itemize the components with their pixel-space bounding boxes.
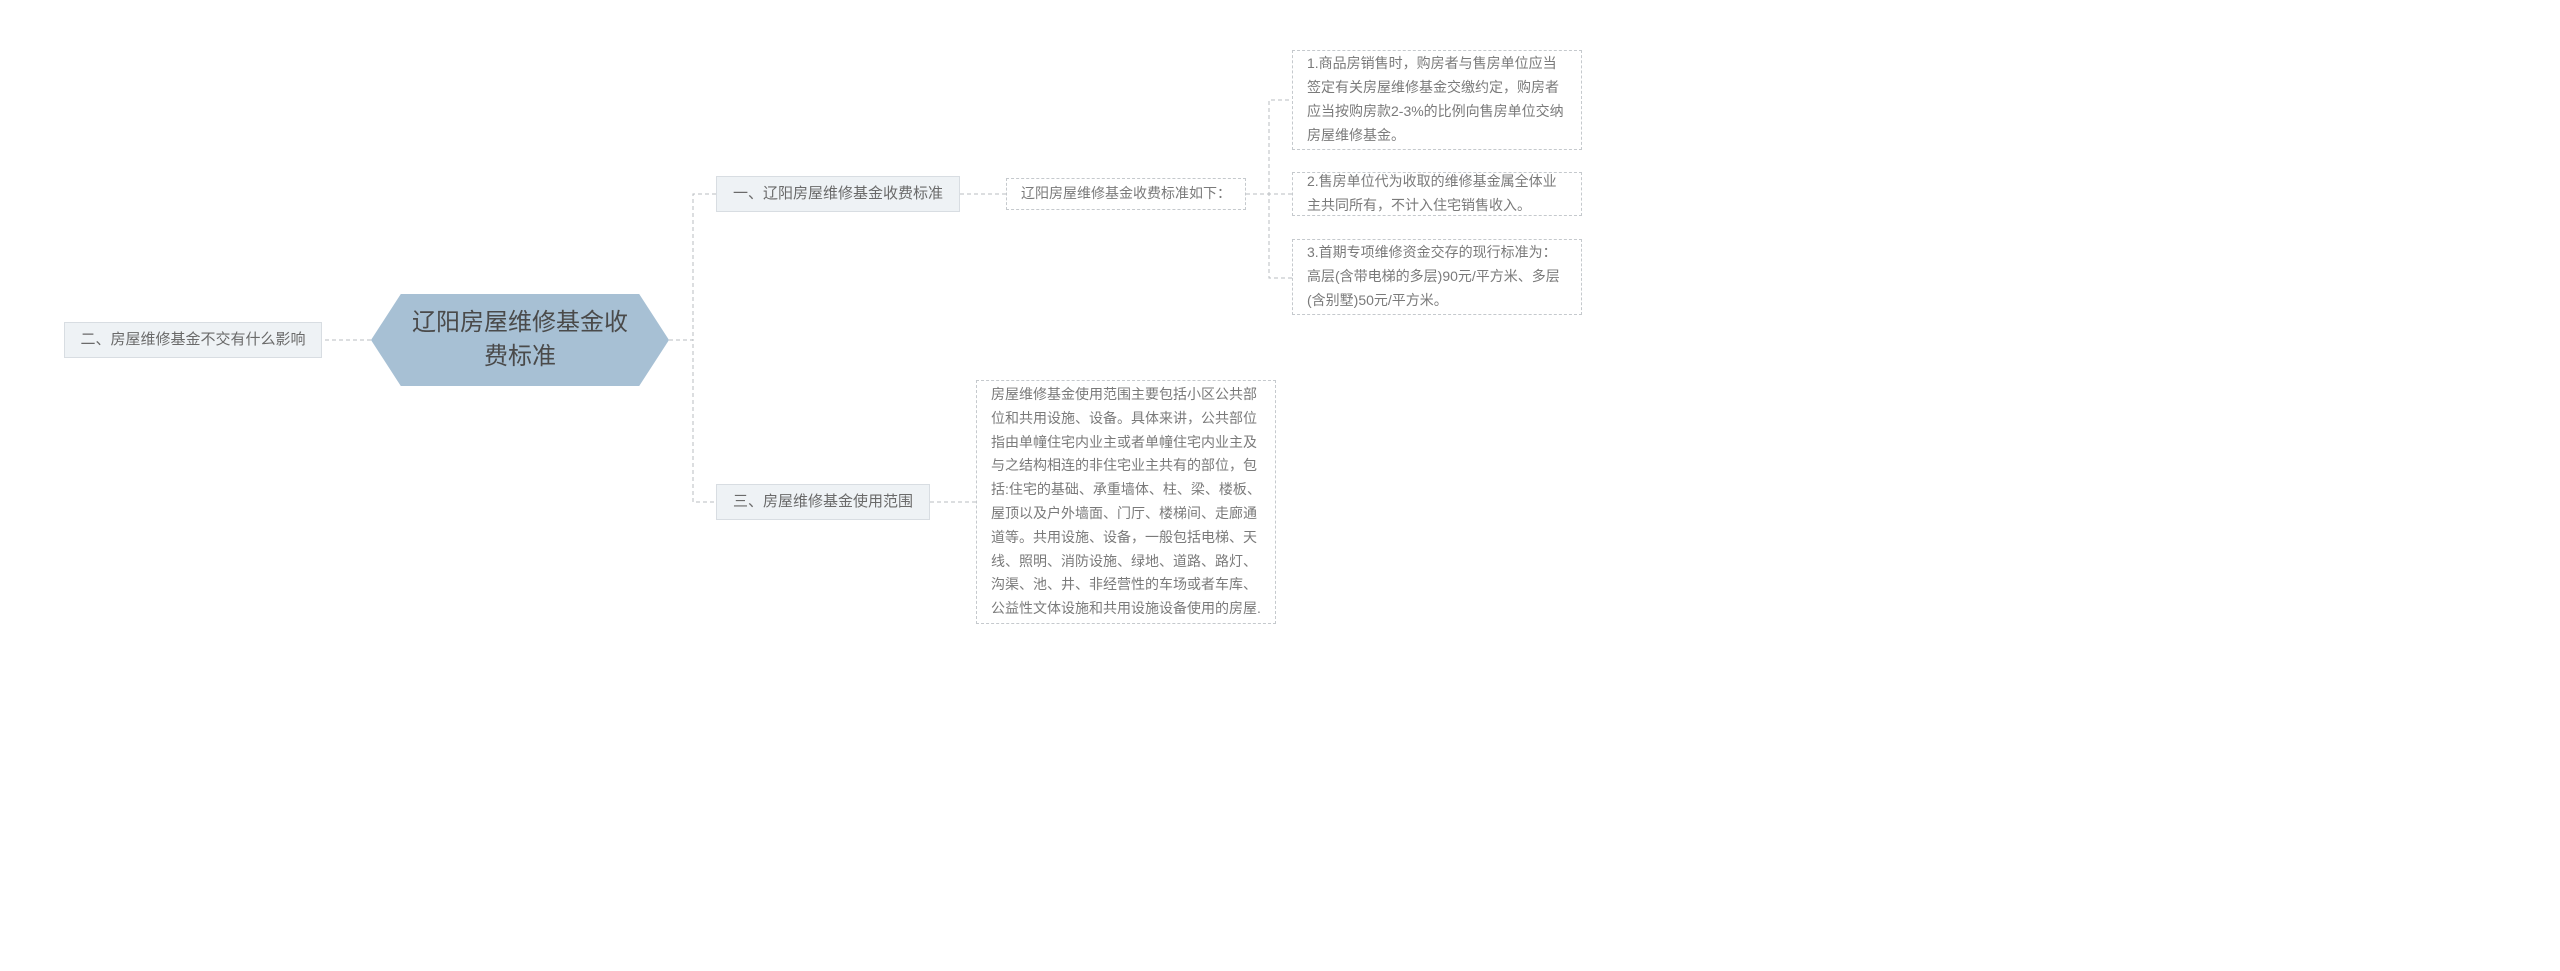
branch-section-1[interactable]: 一、辽阳房屋维修基金收费标准	[716, 176, 960, 212]
mindmap-connectors	[0, 0, 2560, 971]
section-1-item-1[interactable]: 1.商品房销售时，购房者与售房单位应当签定有关房屋维修基金交缴约定，购房者应当按…	[1292, 50, 1582, 150]
section-1-item-2[interactable]: 2.售房单位代为收取的维修基金属全体业主共同所有，不计入住宅销售收入。	[1292, 172, 1582, 216]
branch-section-1-label: 一、辽阳房屋维修基金收费标准	[733, 183, 943, 206]
section-1-intro[interactable]: 辽阳房屋维修基金收费标准如下：	[1006, 178, 1246, 210]
branch-left-label: 二、房屋维修基金不交有什么影响	[80, 329, 305, 352]
branch-section-3-label: 三、房屋维修基金使用范围	[733, 491, 913, 514]
branch-left[interactable]: 二、房屋维修基金不交有什么影响	[64, 322, 322, 358]
branch-section-3[interactable]: 三、房屋维修基金使用范围	[716, 484, 930, 520]
section-1-item-1-label: 1.商品房销售时，购房者与售房单位应当签定有关房屋维修基金交缴约定，购房者应当按…	[1307, 52, 1567, 147]
section-1-item-2-label: 2.售房单位代为收取的维修基金属全体业主共同所有，不计入住宅销售收入。	[1307, 170, 1567, 218]
section-1-intro-label: 辽阳房屋维修基金收费标准如下：	[1021, 182, 1231, 206]
section-3-content-label: 房屋维修基金使用范围主要包括小区公共部位和共用设施、设备。具体来讲，公共部位指由…	[991, 383, 1261, 621]
section-1-item-3-label: 3.首期专项维修资金交存的现行标准为：高层(含带电梯的多层)90元/平方米、多层…	[1307, 241, 1567, 312]
mindmap-root[interactable]: 辽阳房屋维修基金收费标准	[371, 294, 669, 386]
root-label: 辽阳房屋维修基金收费标准	[411, 306, 629, 373]
section-1-item-3[interactable]: 3.首期专项维修资金交存的现行标准为：高层(含带电梯的多层)90元/平方米、多层…	[1292, 239, 1582, 315]
section-3-content[interactable]: 房屋维修基金使用范围主要包括小区公共部位和共用设施、设备。具体来讲，公共部位指由…	[976, 380, 1276, 624]
